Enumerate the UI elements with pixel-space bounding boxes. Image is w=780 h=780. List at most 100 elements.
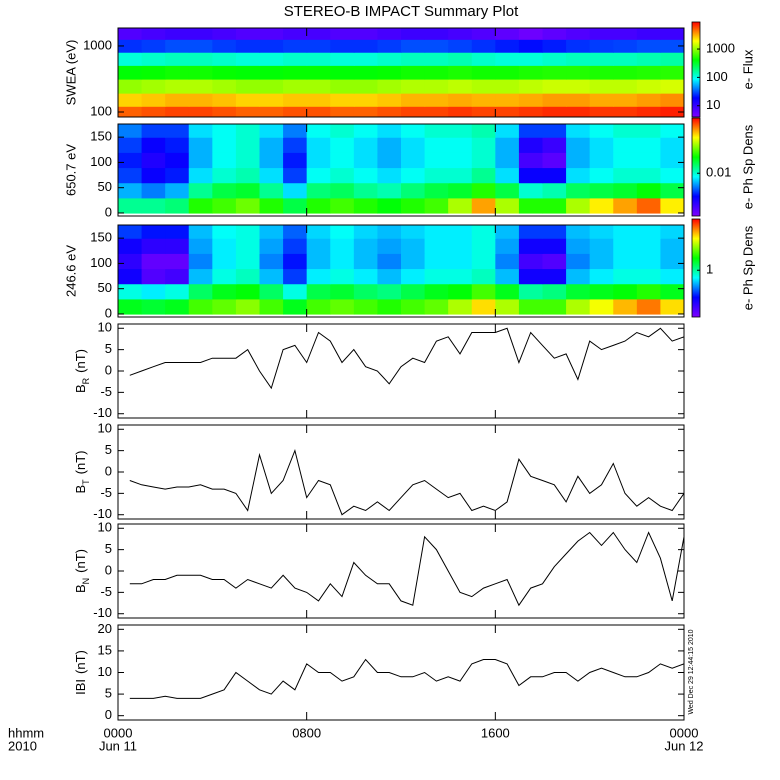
colorbar-tick-label: 0.01 <box>706 165 731 180</box>
heat-cell <box>424 298 449 315</box>
y-label-main: B <box>73 485 88 494</box>
y-tick-label: 5 <box>105 541 112 556</box>
heat-cell <box>141 65 166 80</box>
heat-cell <box>118 65 143 80</box>
colorbar-tick-label: 1 <box>706 262 713 277</box>
heat-cell <box>495 152 520 169</box>
y-label-unit: (nT) <box>73 549 88 573</box>
heat-cell <box>566 52 591 66</box>
heat-cell <box>424 152 449 169</box>
heat-cell <box>259 225 284 239</box>
heat-cell <box>589 78 614 94</box>
heat-cell <box>353 65 379 80</box>
heat-cell <box>235 268 261 285</box>
heat-cell <box>613 298 638 315</box>
heat-cell <box>495 238 520 254</box>
heat-cell <box>353 93 379 107</box>
heat-cell <box>330 78 355 94</box>
heat-cell <box>259 39 284 53</box>
data-line <box>129 531 684 607</box>
heat-cell <box>306 65 331 80</box>
heat-cell <box>377 152 402 169</box>
heat-cell <box>212 253 237 270</box>
panel-frame <box>117 123 685 217</box>
heat-cell <box>377 225 402 239</box>
heat-cell <box>283 137 308 153</box>
heat-cell <box>589 28 614 40</box>
heat-cell <box>448 182 473 199</box>
heat-cell <box>660 238 684 254</box>
y-tick-label: 10 <box>98 664 112 679</box>
heat-cell <box>212 93 237 107</box>
heat-cell <box>212 225 237 239</box>
heat-cell <box>165 182 190 199</box>
heat-cell <box>613 238 638 254</box>
heat-cell <box>566 106 591 117</box>
heat-cell <box>118 197 143 214</box>
y-label-unit: (nT) <box>73 349 88 373</box>
heat-cell <box>495 78 520 94</box>
heat-cell <box>636 39 662 53</box>
heat-cell <box>283 52 308 66</box>
heat-cell <box>235 167 261 184</box>
heat-cell <box>141 39 166 53</box>
heat-cell <box>424 65 449 80</box>
heat-cell <box>589 137 614 153</box>
heat-cell <box>118 152 143 169</box>
heat-cell <box>589 283 614 300</box>
heat-cell <box>283 238 308 254</box>
heat-cell <box>636 65 662 80</box>
heat-cell <box>235 39 261 53</box>
heat-cell <box>495 298 520 315</box>
x-axis-label: hhmm <box>8 725 44 740</box>
heat-cell <box>188 137 213 153</box>
heat-cell <box>377 253 402 270</box>
heat-cell <box>589 197 614 214</box>
heat-cell <box>424 52 449 66</box>
heat-cell <box>306 106 331 117</box>
heat-cell <box>330 93 355 107</box>
y-tick-label: 10 <box>98 320 112 335</box>
heat-cell <box>589 39 614 53</box>
heat-cell <box>330 39 355 53</box>
heat-cell <box>448 137 473 153</box>
heat-cell <box>589 182 614 199</box>
heat-cell <box>495 93 520 107</box>
heat-cell <box>212 28 237 40</box>
heat-cell <box>118 225 143 239</box>
heat-cell <box>542 137 567 153</box>
heat-cell <box>353 253 379 270</box>
heat-cell <box>589 65 614 80</box>
heat-cell <box>424 268 449 285</box>
heat-cell <box>283 78 308 94</box>
y-tick-label: 0 <box>105 204 112 219</box>
heat-cell <box>283 225 308 239</box>
y-label-main: B <box>73 584 88 593</box>
heat-cell <box>306 78 331 94</box>
y-tick-label: 0 <box>105 362 112 377</box>
colorbar <box>691 218 701 318</box>
heat-cell <box>636 253 662 270</box>
heat-cell <box>448 124 473 138</box>
colorbar-tick-label: 100 <box>706 69 728 84</box>
heat-cell <box>471 78 496 94</box>
heat-cell <box>566 124 591 138</box>
heat-cell <box>259 78 284 94</box>
heat-cell <box>212 167 237 184</box>
heat-cell <box>636 167 662 184</box>
heat-cell <box>495 124 520 138</box>
heat-cell <box>589 106 614 117</box>
panel-frame <box>117 27 685 118</box>
colorbar-tick-label: 1000 <box>706 40 735 55</box>
heat-cell <box>660 124 684 138</box>
heat-cell <box>118 78 143 94</box>
y-label-sub: N <box>81 578 91 585</box>
heat-cell <box>542 167 567 184</box>
heat-cell <box>448 106 473 117</box>
x-tick-label: 0800 <box>292 725 321 740</box>
y-axis-label: SWEA (eV) <box>63 40 78 106</box>
heat-cell <box>353 197 379 214</box>
heat-cell <box>353 137 379 153</box>
heat-cell <box>165 106 190 117</box>
heat-cell <box>589 124 614 138</box>
